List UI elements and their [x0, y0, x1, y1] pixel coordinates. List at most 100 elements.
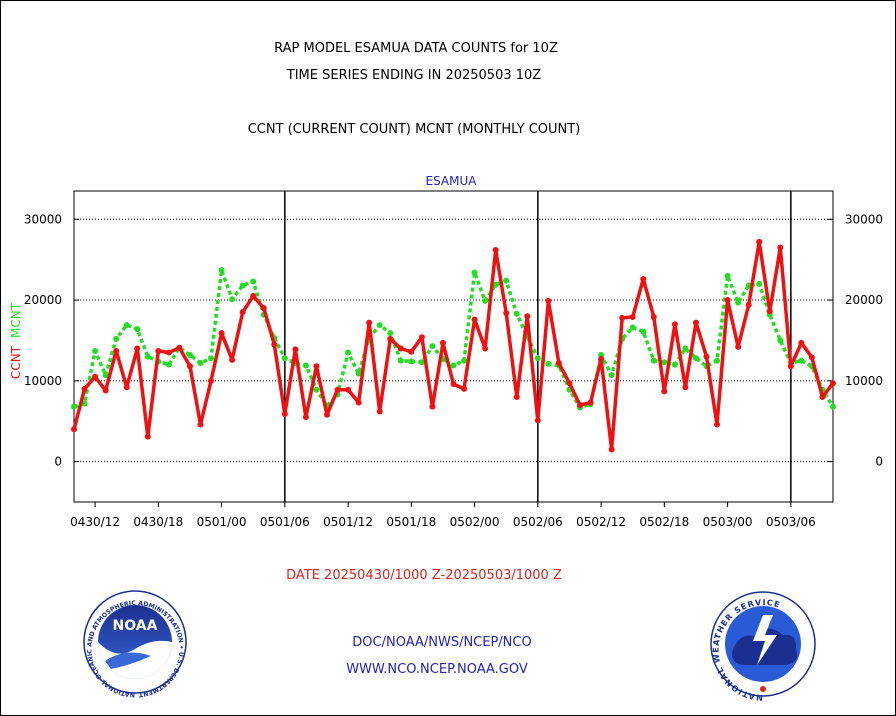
data-point-ccnt [155, 347, 162, 354]
data-point-mcnt [408, 358, 415, 365]
header-line-1: RAP MODEL ESAMUA DATA COUNTS for 10Z [274, 41, 558, 56]
data-point-ccnt [577, 402, 583, 409]
x-tick-label: 0503/00 [703, 515, 753, 529]
data-point-ccnt [661, 388, 668, 395]
data-point-mcnt [250, 278, 257, 285]
data-point-ccnt [208, 377, 215, 384]
data-point-ccnt [524, 313, 531, 320]
data-point-mcnt [113, 335, 120, 342]
data-point-mcnt [513, 310, 520, 317]
data-point-ccnt [555, 360, 562, 367]
data-point-ccnt [197, 421, 204, 428]
data-point-ccnt [355, 399, 362, 406]
series-layer [71, 238, 836, 453]
y-tick-label-right: 0 [875, 455, 883, 469]
data-point-ccnt [397, 345, 404, 352]
data-point-ccnt [165, 349, 172, 356]
data-point-mcnt [229, 296, 236, 303]
data-point-mcnt [756, 280, 763, 287]
x-tick-label: 0501/00 [197, 515, 247, 529]
data-point-mcnt [714, 357, 721, 364]
series-line-ccnt [72, 240, 835, 452]
data-point-mcnt [471, 269, 478, 276]
data-point-mcnt [545, 360, 552, 367]
data-point-ccnt [745, 301, 752, 308]
data-point-ccnt [134, 345, 141, 352]
data-point-ccnt [482, 345, 489, 352]
data-point-mcnt [640, 328, 647, 335]
data-point-ccnt [92, 373, 99, 380]
data-point-ccnt [123, 384, 130, 391]
plot-title: ESAMUA [426, 174, 478, 188]
x-tick-label: 0502/12 [576, 515, 626, 529]
data-point-mcnt [650, 357, 657, 364]
y-axis-left: 0 10000 20000 30000 [24, 212, 79, 469]
data-point-mcnt [92, 347, 99, 354]
data-point-mcnt [102, 372, 109, 379]
data-point-mcnt [144, 353, 151, 360]
footer-date-range: DATE 20250430/1000 Z-20250503/1000 Z [286, 568, 562, 583]
day-divider-layer [284, 191, 792, 502]
data-point-mcnt [682, 345, 689, 352]
data-point-ccnt [292, 346, 299, 353]
data-point-ccnt [229, 356, 236, 363]
x-tick-label: 0430/18 [133, 515, 183, 529]
data-point-ccnt [260, 305, 267, 312]
data-point-ccnt [598, 356, 605, 363]
data-point-ccnt [418, 334, 425, 341]
data-point-mcnt [218, 267, 225, 274]
y-tick-label-left: 30000 [24, 212, 62, 226]
data-point-ccnt [777, 244, 784, 251]
x-tick-label: 0503/06 [766, 515, 816, 529]
data-point-mcnt [608, 372, 615, 379]
data-point-ccnt [682, 384, 689, 391]
data-point-mcnt [534, 355, 541, 362]
data-point-mcnt [777, 337, 784, 344]
data-point-mcnt [281, 355, 288, 362]
data-point-mcnt [302, 362, 309, 369]
data-point-mcnt [134, 326, 141, 333]
data-point-ccnt [692, 319, 699, 326]
data-point-ccnt [756, 238, 763, 245]
header-line-2: TIME SERIES ENDING IN 20250503 10Z [286, 68, 542, 83]
data-point-ccnt [387, 335, 394, 342]
y-tick-label-left: 0 [54, 455, 62, 469]
data-point-mcnt [450, 362, 457, 369]
data-point-mcnt [418, 359, 425, 366]
data-point-ccnt [250, 293, 257, 300]
data-point-ccnt [534, 417, 541, 424]
x-axis: 0430/12 0430/18 0501/00 0501/06 0501/12 0501/… [70, 502, 816, 529]
data-point-ccnt [113, 347, 120, 354]
y-tick-label-right: 30000 [845, 212, 883, 226]
data-point-mcnt [123, 322, 130, 329]
data-point-mcnt [830, 403, 836, 410]
data-point-ccnt [102, 387, 109, 394]
y-axis-label: CCNT MCNT [9, 302, 23, 379]
data-point-mcnt [71, 403, 77, 410]
data-point-mcnt [492, 281, 499, 288]
data-point-ccnt [461, 385, 468, 392]
data-point-mcnt [345, 349, 352, 356]
data-point-ccnt [302, 414, 309, 421]
data-point-ccnt [619, 314, 626, 321]
x-tick-label: 0502/06 [513, 515, 563, 529]
data-point-ccnt [218, 330, 225, 337]
data-point-mcnt [735, 299, 742, 306]
data-point-mcnt [724, 272, 731, 279]
data-point-ccnt [640, 276, 647, 283]
data-point-ccnt [724, 297, 731, 304]
noaa-logo-text: NOAA [113, 618, 158, 634]
y-axis-label-mcnt: MCNT [9, 302, 23, 338]
data-point-mcnt [503, 277, 510, 284]
data-point-ccnt [608, 446, 615, 453]
data-point-mcnt [313, 386, 320, 393]
data-point-ccnt [376, 408, 383, 415]
data-point-ccnt [735, 343, 742, 350]
data-point-ccnt [798, 339, 805, 346]
footer-url[interactable]: WWW.NCO.NCEP.NOAA.GOV [346, 662, 528, 677]
x-tick-label: 0501/18 [386, 515, 436, 529]
x-tick-label: 0502/00 [450, 515, 500, 529]
data-point-ccnt [819, 393, 826, 400]
y-tick-label-left: 10000 [24, 374, 62, 388]
data-point-ccnt [408, 348, 415, 355]
